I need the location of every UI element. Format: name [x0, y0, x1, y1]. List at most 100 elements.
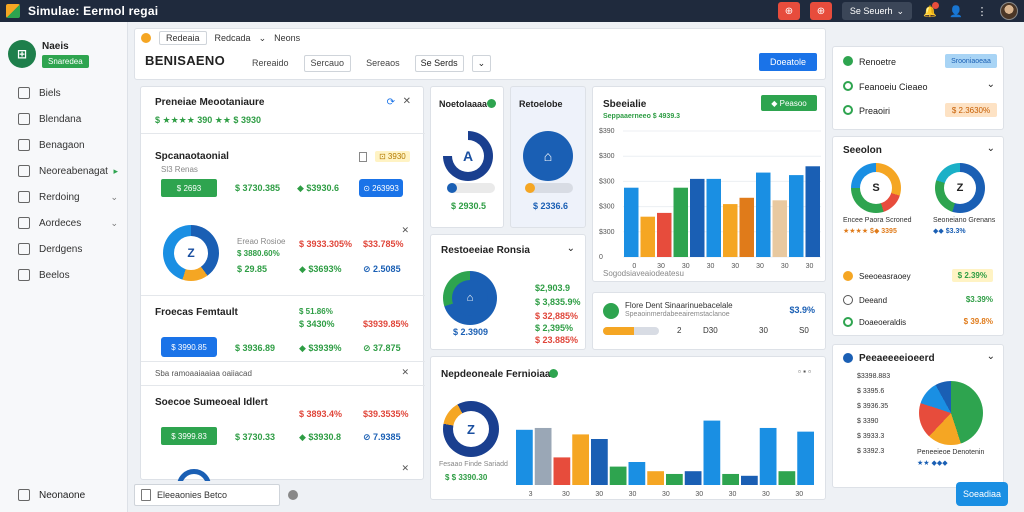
filter-select[interactable]: Se Serds — [414, 55, 464, 72]
alert-button[interactable]: ⊕ — [777, 2, 800, 20]
mini-card-0-title: Noetolaaaa — [439, 99, 488, 109]
section-2-value-6: ⊘ 37.875 — [363, 343, 401, 353]
section-1-button[interactable]: $ 2693 — [161, 179, 217, 197]
bar[interactable] — [805, 166, 821, 257]
grid-icon — [18, 269, 30, 281]
chevron-down-icon[interactable]: ⌄ — [986, 143, 995, 154]
close-icon[interactable]: ✕ — [402, 96, 411, 107]
right-top-pill-0[interactable]: Srooniaoeaa — [945, 54, 997, 68]
close-icon[interactable]: ✕ — [401, 463, 409, 473]
chevron-down-icon[interactable]: ⌄ — [566, 243, 575, 254]
brand[interactable]: ⊞ Naeis Snaredea — [8, 34, 120, 74]
close-icon[interactable]: ✕ — [401, 367, 409, 377]
bar[interactable] — [739, 197, 755, 257]
chevron-down-icon[interactable]: ⌄ — [986, 351, 995, 362]
sidebar-item-3[interactable]: Neoreabenagat ▸ — [0, 158, 128, 184]
tab-1[interactable]: Sercauo — [303, 55, 352, 72]
section-3-value-3: $ 3730.33 — [235, 432, 276, 442]
bar[interactable] — [628, 462, 646, 485]
bar[interactable] — [609, 466, 627, 485]
bottom-search-input[interactable] — [157, 490, 267, 500]
tab-0[interactable]: Rereaido — [252, 58, 289, 68]
bar[interactable] — [553, 457, 571, 485]
section-2-button[interactable]: $ 3990.85 — [161, 337, 217, 357]
sidebar-item-0[interactable]: Biels — [0, 80, 128, 106]
left-panel: Preneiae Meootaniaure ⟳ ✕ $ ★★★★ 390 ★★ … — [140, 86, 425, 481]
refresh-icon[interactable]: ⟳ — [386, 97, 395, 108]
sidebar-item-6[interactable]: Derdgens — [0, 236, 128, 262]
search-icon — [18, 165, 30, 177]
bar[interactable] — [591, 439, 608, 485]
bar[interactable] — [684, 471, 702, 485]
left-panel-title: Preneiae Meootaniaure — [155, 97, 265, 108]
page-title: BENISAENO — [145, 53, 225, 68]
bar[interactable] — [706, 178, 722, 257]
record-button[interactable]: ⊕ — [809, 2, 832, 20]
bar[interactable] — [534, 427, 552, 485]
section-1-blue-button[interactable]: ⊙ 263993 — [359, 179, 403, 197]
floating-action-button[interactable]: Soeadiaa — [956, 482, 1008, 506]
bar[interactable] — [759, 427, 777, 485]
sidebar-item-2[interactable]: Benagaon — [0, 132, 128, 158]
bar[interactable] — [624, 187, 639, 257]
filter-select-arrow[interactable]: ⌄ — [471, 55, 492, 72]
x-tick-label: 30 — [756, 263, 764, 270]
chevron-down-icon[interactable]: ⌄ — [986, 79, 995, 90]
close-icon[interactable]: ✕ — [401, 225, 409, 235]
sidebar-item-label: Derdgens — [39, 243, 83, 255]
bar[interactable] — [516, 429, 533, 485]
bar[interactable] — [723, 204, 738, 257]
right-pie-row: $ 3392.3 — [857, 448, 885, 455]
bar[interactable] — [647, 471, 664, 485]
bar[interactable] — [756, 172, 771, 257]
sidebar-item-4[interactable]: Rerdoing ⌄ — [0, 184, 128, 210]
more-icon[interactable]: ⋮ — [976, 5, 988, 18]
sidebar-item-5[interactable]: Aordeces ⌄ — [0, 210, 128, 236]
y-tick-label: $300 — [599, 229, 615, 236]
chart-toolbar-icons[interactable]: ▫ ▪ ▫ — [798, 367, 811, 376]
document-icon — [18, 139, 30, 151]
bar[interactable] — [673, 187, 689, 257]
sidebar-item-1[interactable]: Blendana — [0, 106, 128, 132]
primary-action-button[interactable]: Doeatole — [759, 53, 817, 71]
bar[interactable] — [741, 475, 758, 485]
bar[interactable] — [789, 175, 804, 257]
sidebar-bottom-item[interactable]: Neonaone — [0, 484, 128, 506]
bar[interactable] — [657, 212, 672, 257]
breadcrumb-item-2[interactable]: Neons — [274, 33, 301, 43]
right-top-pill-2[interactable]: $ 2.3630% — [945, 103, 997, 117]
mini-card-1-slider[interactable] — [525, 183, 573, 193]
section-3-button[interactable]: $ 3999.83 — [161, 427, 217, 445]
breadcrumb-item-1[interactable]: Redcada — [214, 33, 251, 43]
copy-icon[interactable] — [359, 152, 367, 162]
bar-chart-1-button[interactable]: ◆ Peasoo — [761, 95, 817, 111]
search-dropdown[interactable]: Se Seuerh ⌄ — [841, 2, 912, 20]
x-tick-label: 0 — [632, 263, 636, 270]
bar[interactable] — [572, 434, 589, 485]
right-donut-1-label: S — [860, 172, 892, 204]
bar[interactable] — [703, 420, 721, 485]
bar[interactable] — [640, 216, 656, 257]
breadcrumb-item-0[interactable]: Redeaia — [159, 31, 207, 45]
bar[interactable] — [690, 178, 705, 257]
app-title: Simulae: Eermol regai — [28, 4, 159, 18]
x-tick-label: 30 — [662, 491, 670, 498]
bar[interactable] — [722, 473, 739, 485]
bar[interactable] — [666, 473, 683, 485]
section-3-value-4: ◆ $3930.8 — [299, 432, 341, 442]
mini-card-0-slider[interactable] — [447, 183, 495, 193]
bottom-search[interactable] — [134, 484, 280, 506]
user-icon[interactable]: 👤 — [949, 5, 963, 18]
sidebar-item-7[interactable]: Beelos — [0, 262, 128, 288]
bar[interactable] — [772, 200, 788, 257]
sync-icon — [843, 317, 853, 327]
avatar[interactable] — [1000, 2, 1018, 20]
tab-2[interactable]: Sereaos — [366, 58, 400, 68]
right-donuts-title: Seeolon — [843, 145, 882, 156]
bar[interactable] — [778, 471, 796, 485]
x-tick-label: 30 — [682, 263, 690, 270]
bar[interactable] — [797, 431, 814, 485]
gear-icon[interactable] — [288, 490, 298, 500]
right-pie-row: $3398.883 — [857, 373, 891, 380]
bell-icon[interactable]: 🔔 — [922, 2, 939, 19]
